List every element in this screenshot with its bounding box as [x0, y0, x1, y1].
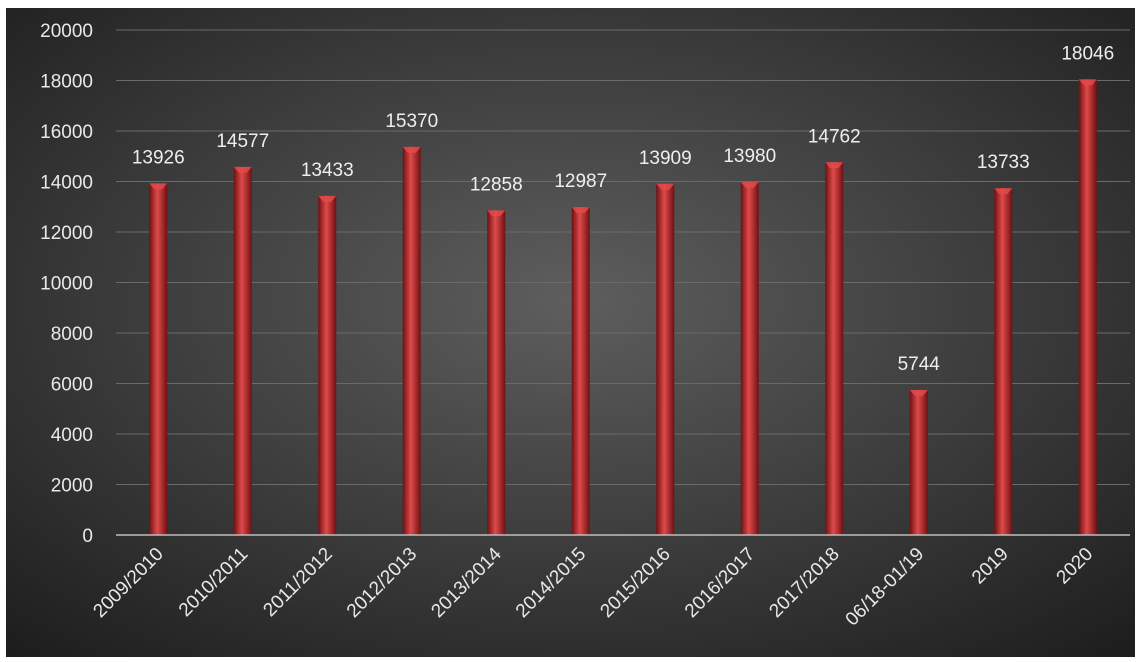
data-label: 12858 [470, 174, 523, 195]
data-label: 13733 [977, 152, 1030, 173]
bar-top-cap [487, 210, 506, 217]
y-tick-label: 10000 [40, 274, 93, 295]
bar-top-cap [149, 183, 168, 190]
bar-top-cap [994, 188, 1013, 195]
y-axis-ticks: 0 2000 4000 6000 8000 10000 12000 14000 16000 180… [40, 21, 93, 547]
bar [909, 389, 928, 535]
y-tick-label: 14000 [40, 173, 93, 194]
bar-top-cap [825, 162, 844, 169]
y-tick-label: 6000 [51, 375, 93, 396]
data-label: 13909 [639, 148, 692, 169]
bar-top-cap [656, 183, 675, 190]
bar-top-cap [909, 389, 928, 396]
data-label: 12987 [554, 171, 607, 192]
bar [571, 207, 590, 535]
data-label: 14577 [216, 131, 269, 152]
y-tick-label: 4000 [51, 425, 93, 446]
bars [149, 79, 1097, 536]
data-label: 13980 [723, 146, 776, 167]
bar-top-cap [233, 166, 252, 173]
bar [656, 183, 675, 536]
data-label: 18046 [1061, 43, 1114, 64]
data-label: 13433 [301, 160, 354, 181]
gridlines [116, 29, 1130, 485]
y-tick-label: 20000 [40, 21, 93, 42]
bar [1078, 79, 1097, 535]
y-tick-label: 18000 [40, 72, 93, 93]
data-labels: 13926 14577 13433 15370 12858 12987 13909 13980… [132, 43, 1114, 375]
data-label: 14762 [808, 126, 861, 147]
bar [318, 195, 337, 535]
bar [487, 210, 506, 535]
bar-top-cap [571, 207, 590, 214]
y-tick-label: 8000 [51, 324, 93, 345]
bar [825, 162, 844, 535]
bar [233, 166, 252, 535]
bar [149, 183, 168, 535]
y-tick-label: 16000 [40, 122, 93, 143]
data-label: 13926 [132, 147, 185, 168]
bar-top-cap [740, 182, 759, 189]
data-label: 5744 [898, 354, 941, 375]
bar-top-cap [402, 146, 421, 153]
bar [994, 188, 1013, 535]
y-tick-label: 0 [82, 526, 93, 547]
bar-top-cap [1078, 79, 1097, 86]
y-tick-label: 12000 [40, 223, 93, 244]
y-tick-label: 2000 [51, 476, 93, 497]
bar-top-cap [318, 195, 337, 202]
data-label: 15370 [385, 111, 438, 132]
bar [402, 146, 421, 535]
bar [740, 182, 759, 535]
